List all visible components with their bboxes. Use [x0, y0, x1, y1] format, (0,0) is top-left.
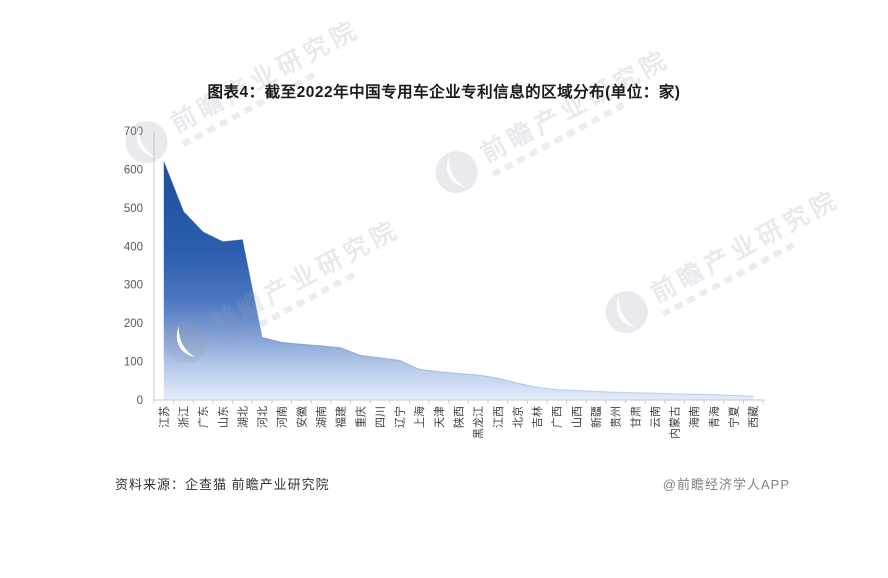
x-axis-label: 贵州 — [610, 406, 623, 428]
area-series-edge — [163, 161, 754, 397]
x-axis-label: 浙江 — [178, 406, 191, 428]
x-axis-label: 广东 — [197, 406, 210, 428]
x-axis-label: 山西 — [570, 406, 583, 428]
data-source-note: 资料来源：企查猫 前瞻产业研究院 — [115, 477, 330, 492]
x-axis-label: 江西 — [492, 406, 505, 428]
x-axis-label: 上海 — [412, 406, 426, 428]
x-axis-label: 湖北 — [236, 406, 249, 428]
y-axis-label: 200 — [124, 318, 143, 330]
x-axis-label: 黑龙江 — [472, 406, 485, 439]
y-axis-label: 400 — [124, 241, 143, 253]
credit-note: @前瞻经济学人APP — [662, 477, 790, 492]
x-axis-label: 山东 — [217, 406, 230, 428]
x-axis-label: 陕西 — [452, 406, 466, 428]
x-axis-label: 吉林 — [530, 406, 544, 428]
x-axis-label: 辽宁 — [393, 406, 407, 428]
x-axis-label: 安徽 — [294, 406, 308, 428]
x-axis-label: 福建 — [334, 406, 348, 428]
x-axis-label: 河北 — [256, 406, 269, 428]
x-axis-label: 北京 — [510, 406, 524, 428]
x-axis-label: 宁夏 — [727, 406, 741, 428]
chart-title: 图表4：截至2022年中国专用车企业专利信息的区域分布(单位：家) — [207, 84, 681, 101]
x-axis-label: 甘肃 — [629, 406, 642, 428]
area-series — [163, 161, 754, 400]
y-axis-label: 300 — [124, 280, 143, 292]
y-axis-label: 500 — [124, 203, 143, 215]
y-axis-label: 700 — [124, 126, 143, 138]
x-axis-label: 四川 — [375, 406, 387, 428]
x-axis-label: 云南 — [649, 406, 662, 428]
x-axis-label: 江苏 — [158, 406, 171, 428]
x-axis-label: 新疆 — [589, 406, 603, 428]
x-axis-label: 西藏 — [747, 406, 760, 428]
x-axis-label: 海南 — [687, 406, 701, 428]
y-axis-label: 100 — [124, 357, 143, 369]
x-axis-label: 湖南 — [315, 406, 328, 428]
x-axis-label: 河南 — [276, 406, 289, 428]
x-axis-label: 青海 — [707, 406, 721, 428]
y-axis-label: 600 — [124, 164, 143, 176]
x-axis-label: 重庆 — [353, 406, 367, 428]
x-axis-label: 天津 — [433, 406, 446, 428]
x-axis-label: 广西 — [551, 406, 564, 428]
y-axis-label: 0 — [137, 395, 143, 407]
x-axis-label: 内蒙古 — [668, 406, 682, 439]
